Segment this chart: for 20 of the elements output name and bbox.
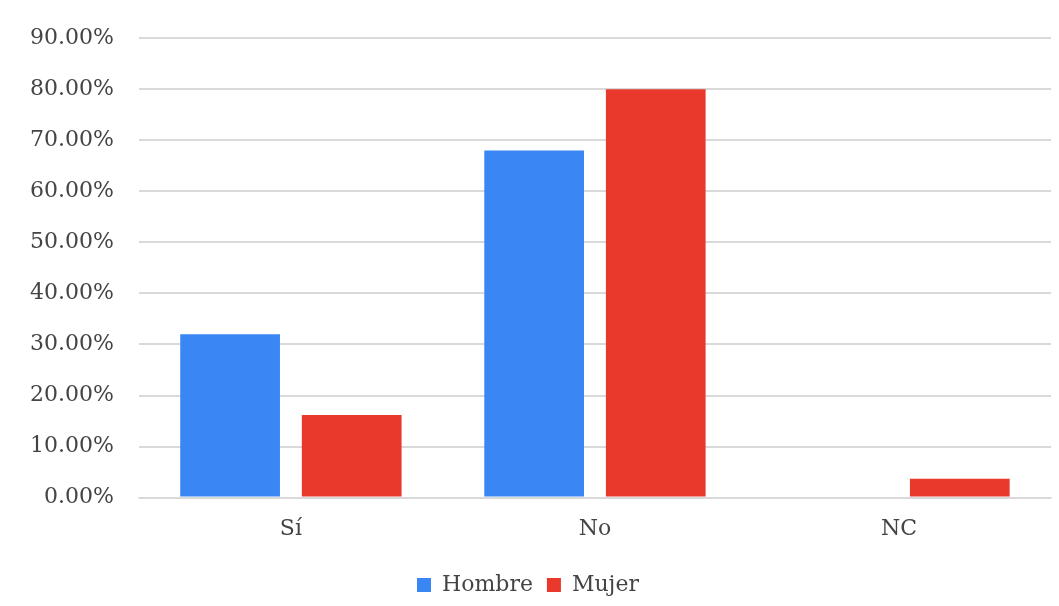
y-tick-label: 40.00% (30, 279, 114, 305)
y-tick-label: 50.00% (30, 228, 114, 254)
legend-label: Mujer (571, 570, 640, 596)
y-tick-label: 0.00% (44, 483, 114, 509)
y-tick-label: 20.00% (30, 381, 114, 407)
y-tick-label: 60.00% (30, 177, 114, 203)
bar (301, 414, 402, 497)
bar (605, 89, 706, 497)
bar (180, 334, 280, 497)
y-tick-label: 10.00% (30, 432, 114, 458)
y-tick-label: 30.00% (30, 330, 114, 356)
y-tick-label: 70.00% (30, 126, 114, 152)
x-tick-label: NC (880, 514, 918, 540)
x-tick-label: No (578, 514, 612, 540)
bar (484, 150, 584, 497)
legend-label: Hombre (442, 570, 533, 596)
y-tick-label: 80.00% (30, 74, 114, 100)
y-tick-label: 90.00% (30, 23, 114, 49)
bar (909, 478, 1010, 497)
x-tick-label: Sí (279, 514, 303, 540)
